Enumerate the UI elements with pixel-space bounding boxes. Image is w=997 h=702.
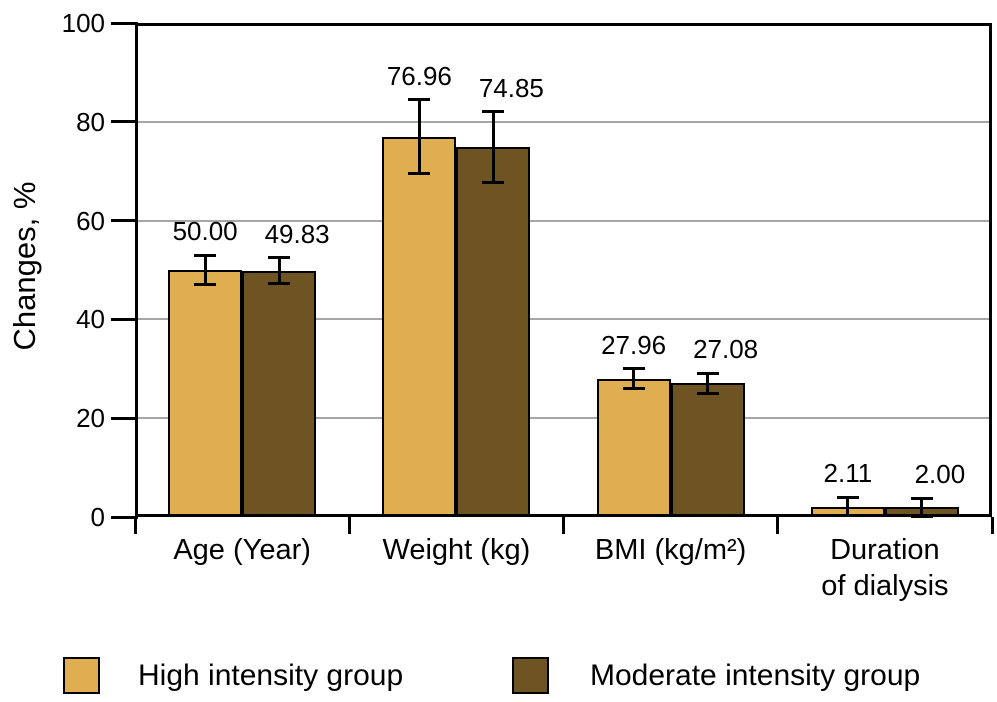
- error-bar-high-intensity-group-bmi-kg-m: [632, 368, 636, 389]
- error-cap-top: [194, 253, 217, 257]
- error-cap-bottom: [408, 172, 431, 176]
- bar-moderate-intensity-group-bmi-kg-m: [670, 383, 745, 517]
- value-label-high-intensity-group-duration-of-dialysis: 2.11: [823, 458, 873, 489]
- y-tick-100: [111, 21, 138, 25]
- error-cap-top: [268, 256, 291, 260]
- value-label-moderate-intensity-group-weight-kg: 74.85: [478, 72, 544, 103]
- value-label-high-intensity-group-weight-kg: 76.96: [386, 60, 452, 91]
- error-cap-top: [910, 496, 933, 500]
- x-category-label-bmi-kg-m: BMI (kg/m²): [594, 534, 747, 566]
- error-bar-moderate-intensity-group-weight-kg: [491, 111, 495, 183]
- error-cap-top: [696, 371, 719, 375]
- error-bar-moderate-intensity-group-age-year: [277, 257, 281, 284]
- y-tick-label-100: 100: [61, 8, 105, 38]
- gridline-80: [135, 120, 992, 123]
- error-bar-moderate-intensity-group-duration-of-dialysis: [920, 498, 924, 516]
- bar-high-intensity-group-weight-kg: [382, 136, 457, 517]
- y-tick-label-0: 0: [90, 502, 105, 532]
- x-tick-3: [776, 517, 780, 534]
- y-tick-label-80: 80: [76, 106, 105, 137]
- error-cap-bottom: [268, 282, 291, 286]
- legend-swatch-moderate-intensity-group: [512, 657, 549, 694]
- legend-label-moderate-intensity-group: Moderate intensity group: [590, 659, 921, 692]
- x-category-label-weight-kg: Weight (kg): [382, 534, 531, 566]
- error-cap-top: [836, 495, 859, 499]
- error-cap-bottom: [910, 514, 933, 518]
- error-cap-bottom: [194, 283, 217, 287]
- y-tick-40: [111, 317, 138, 321]
- value-label-moderate-intensity-group-age-year: 49.83: [264, 218, 330, 249]
- bar-high-intensity-group-bmi-kg-m: [596, 378, 671, 517]
- value-label-high-intensity-group-age-year: 50.00: [172, 216, 238, 247]
- y-tick-0: [111, 515, 138, 519]
- x-category-label-age-year: Age (Year): [173, 534, 311, 566]
- error-cap-bottom: [482, 181, 505, 185]
- error-cap-bottom: [696, 391, 719, 395]
- error-cap-bottom: [622, 387, 645, 391]
- y-tick-60: [111, 219, 138, 223]
- legend-swatch-high-intensity-group: [63, 657, 100, 694]
- y-tick-80: [111, 120, 138, 124]
- x-tick-1: [347, 517, 351, 534]
- y-tick-20: [111, 416, 138, 420]
- error-cap-top: [482, 110, 505, 114]
- x-category-label-duration-of-dialysis: Duration of dialysis: [821, 534, 949, 602]
- gridline-40: [135, 318, 992, 321]
- bar-high-intensity-group-age-year: [168, 270, 243, 517]
- y-tick-label-60: 60: [76, 205, 105, 236]
- error-cap-bottom: [836, 514, 859, 518]
- y-tick-label-20: 20: [76, 403, 105, 434]
- error-cap-top: [408, 98, 431, 102]
- bar-moderate-intensity-group-weight-kg: [456, 147, 531, 517]
- error-cap-top: [622, 367, 645, 371]
- gridline-20: [135, 417, 992, 420]
- error-bar-high-intensity-group-age-year: [203, 255, 207, 285]
- bar-moderate-intensity-group-age-year: [242, 270, 317, 517]
- x-tick-2: [562, 517, 565, 534]
- value-label-moderate-intensity-group-duration-of-dialysis: 2.00: [914, 459, 966, 490]
- x-tick-4: [990, 517, 994, 534]
- x-tick-0: [133, 517, 137, 534]
- value-label-moderate-intensity-group-bmi-kg-m: 27.08: [693, 334, 759, 365]
- error-bar-high-intensity-group-weight-kg: [417, 99, 421, 174]
- error-bar-moderate-intensity-group-bmi-kg-m: [706, 373, 710, 394]
- y-tick-label-40: 40: [76, 304, 105, 335]
- gridline-60: [135, 219, 992, 222]
- value-label-high-intensity-group-bmi-kg-m: 27.96: [601, 329, 667, 360]
- legend-label-high-intensity-group: High intensity group: [138, 659, 404, 692]
- error-bar-high-intensity-group-duration-of-dialysis: [846, 497, 850, 516]
